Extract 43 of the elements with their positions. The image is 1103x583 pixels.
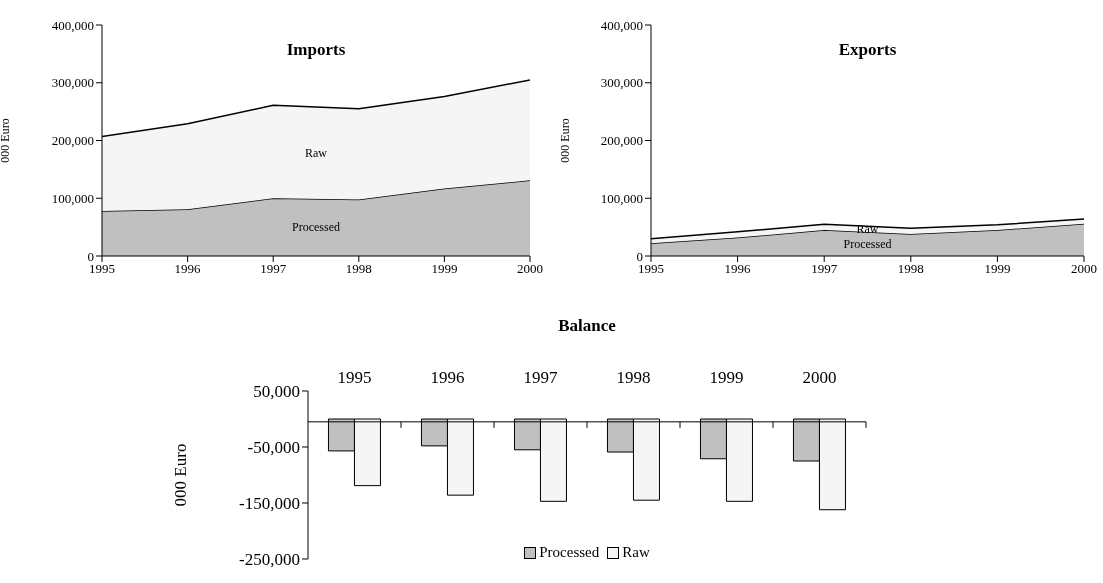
x-tick-label: 1998 (616, 368, 651, 387)
legend-label: Processed (538, 544, 600, 561)
x-tick-label: 1996 (174, 261, 202, 277)
y-axis-title: 000 Euro (171, 443, 191, 507)
series-label: Processed (292, 220, 340, 235)
y-axis-title: 000 Euro (0, 118, 13, 163)
y-tick-label: -50,000 (247, 438, 300, 458)
x-tick-label: 1996 (430, 368, 465, 387)
x-tick-label: 1997 (523, 368, 558, 387)
legend-label: Raw (621, 544, 650, 561)
x-tick-label: 1998 (897, 261, 924, 277)
text: Imports (286, 40, 346, 59)
y-tick-label: 300,000 (600, 75, 643, 91)
x-tick-label: 1995 (89, 261, 115, 277)
y-tick-label: 200,000 (600, 133, 643, 149)
y-tick-label: 0 (87, 248, 94, 264)
y-tick-label: 100,000 (600, 190, 643, 206)
series-label: Raw (305, 145, 328, 160)
x-tick-label: 1998 (345, 261, 372, 277)
series-label: Processed (843, 237, 892, 252)
x-tick-label: 1997 (811, 261, 838, 277)
y-tick-label: -150,000 (239, 494, 300, 514)
y-tick-label: 50,000 (253, 382, 300, 402)
x-tick-label: 1999 (431, 261, 458, 277)
x-tick-label: 1995 (638, 261, 664, 277)
y-tick-label: 200,000 (51, 133, 94, 149)
chart-title: Balance (558, 316, 617, 335)
x-tick-label: 2000 (517, 261, 543, 277)
x-tick-label: 1995 (337, 368, 372, 387)
y-tick-label: 100,000 (51, 190, 94, 206)
text: Exports (838, 40, 897, 59)
y-tick-label: 400,000 (600, 17, 643, 33)
x-tick-label: 2000 (802, 368, 837, 387)
y-tick-label: 400,000 (51, 17, 94, 33)
x-tick-label: 1996 (724, 261, 752, 277)
y-tick-label: 0 (636, 248, 643, 264)
y-tick-label: 300,000 (51, 75, 94, 91)
x-tick-label: 1999 (709, 368, 744, 387)
y-axis-title: 000 Euro (558, 118, 573, 163)
x-tick-label: 1999 (984, 261, 1011, 277)
x-tick-label: 2000 (1071, 261, 1097, 277)
y-tick-label: -250,000 (239, 550, 300, 570)
x-tick-label: 1997 (260, 261, 287, 277)
